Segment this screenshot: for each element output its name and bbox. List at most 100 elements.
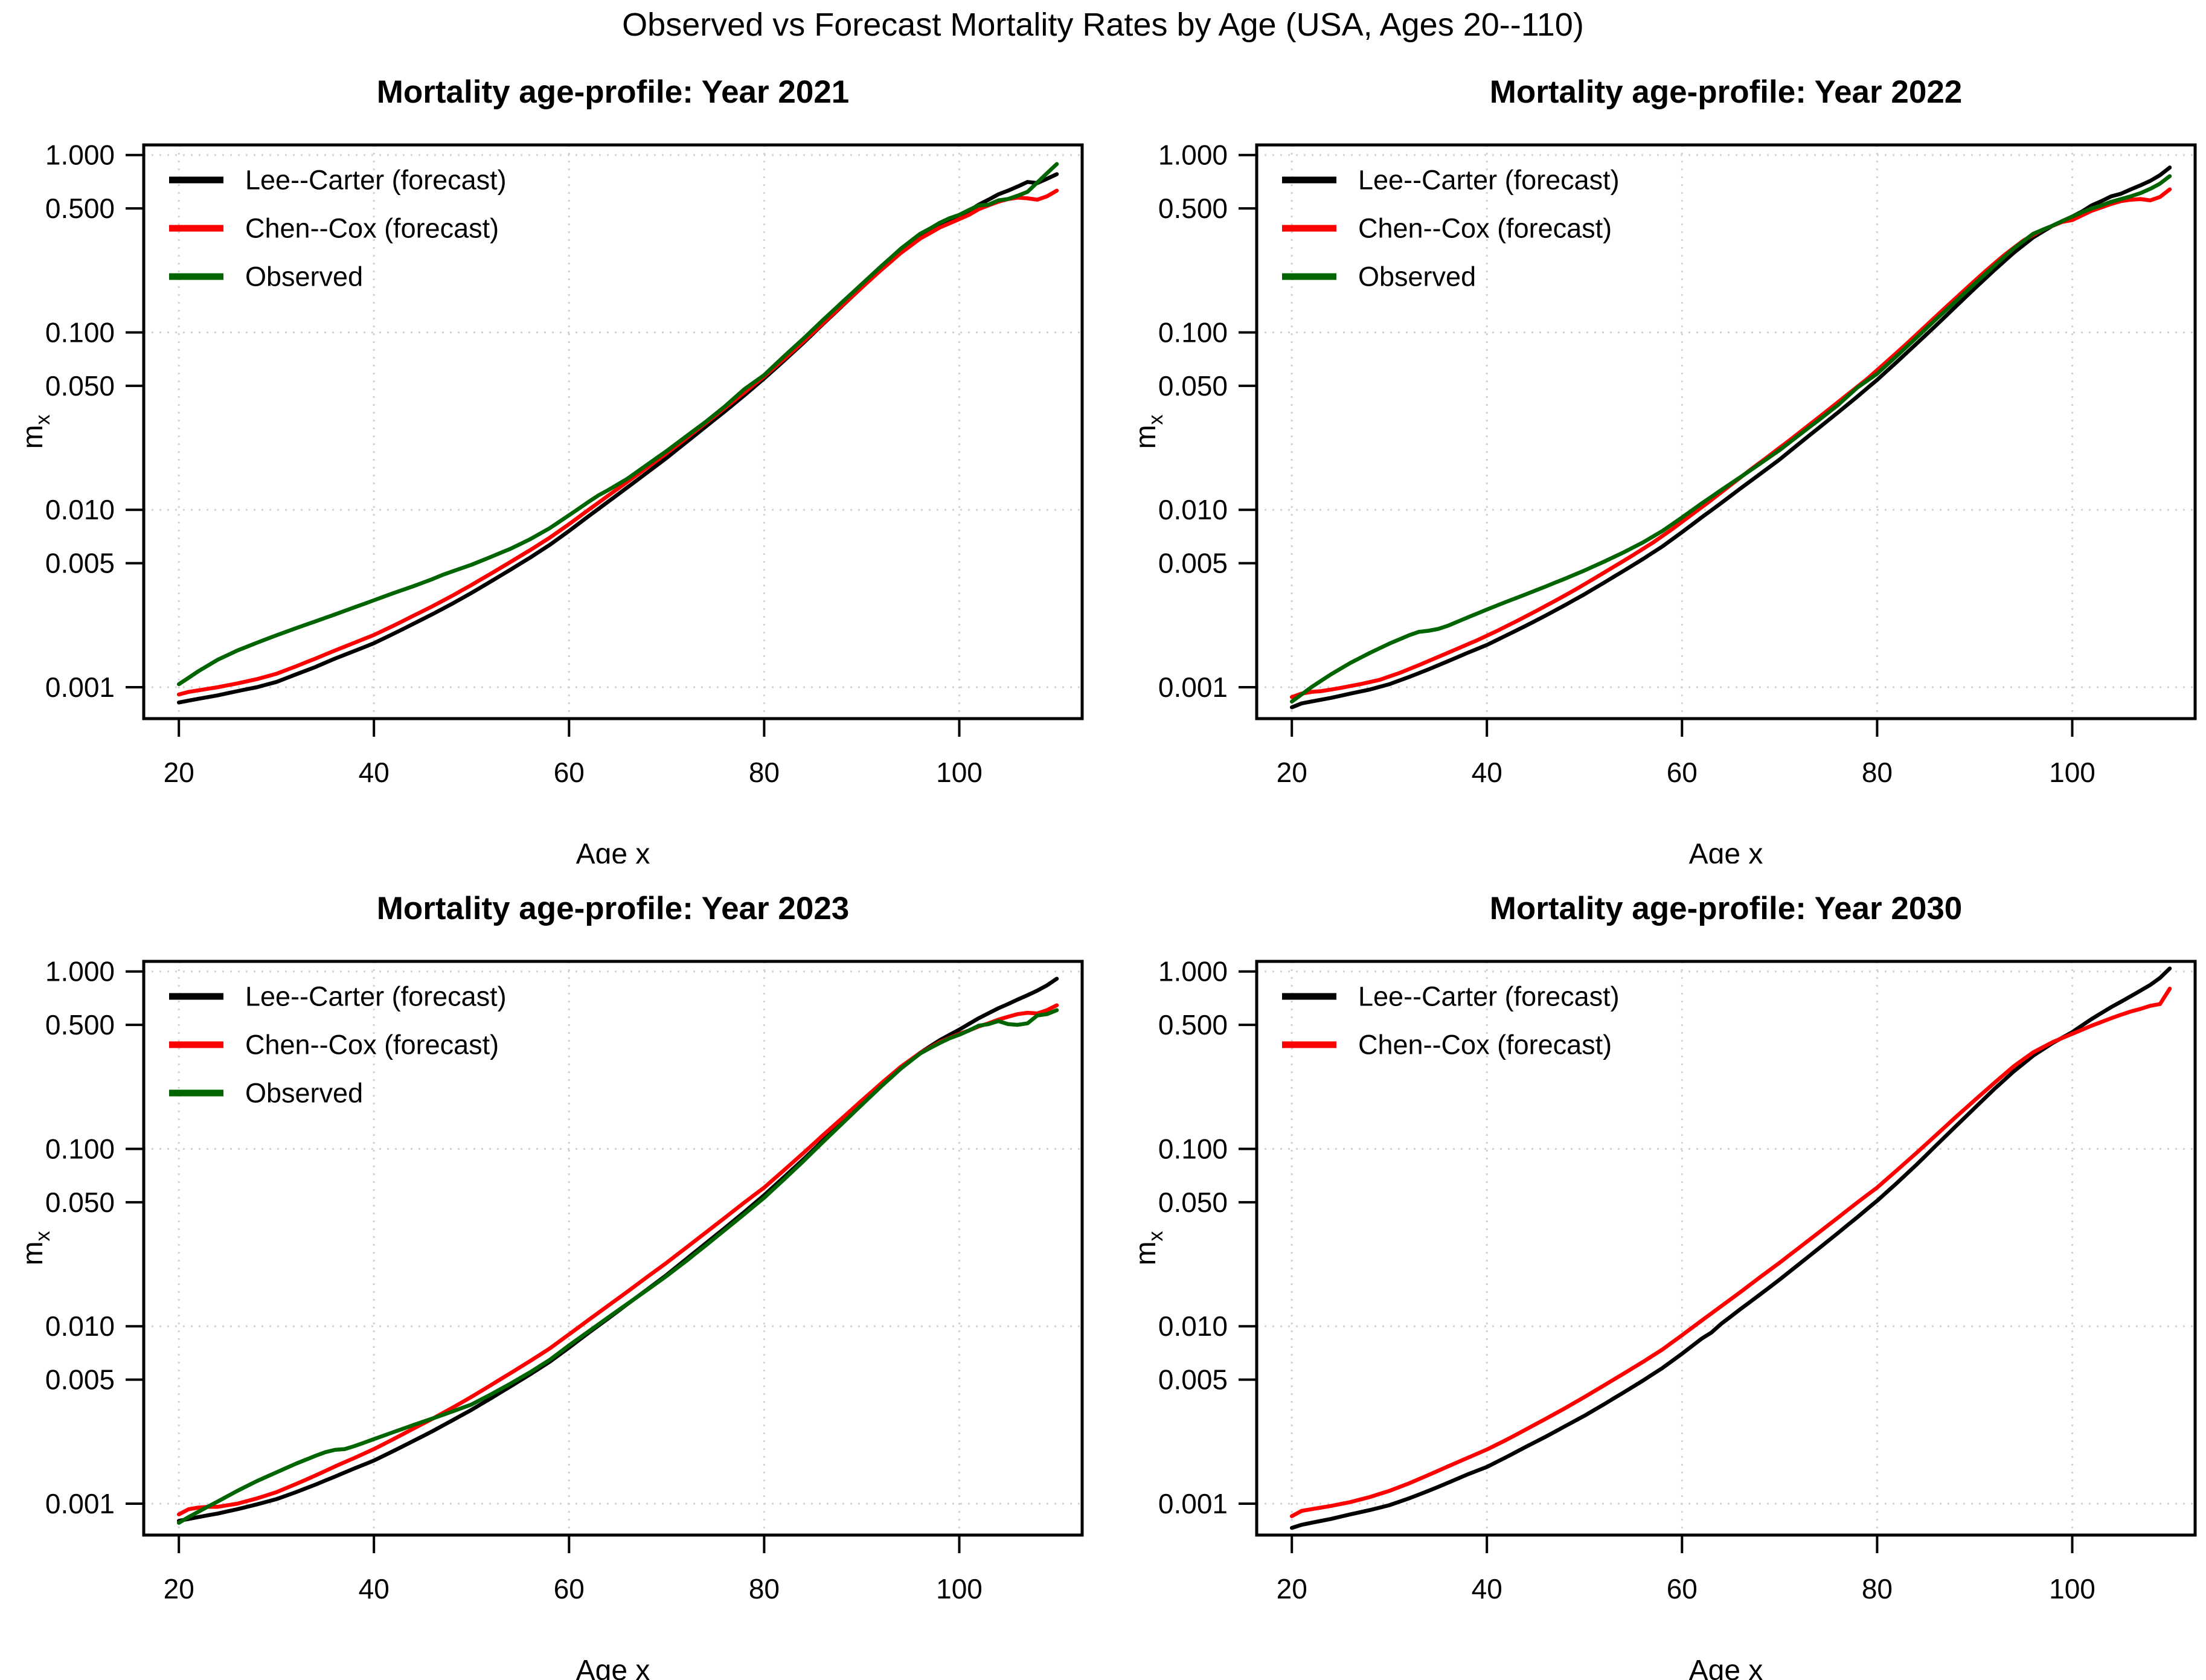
- x-tick-label: 100: [2049, 1573, 2095, 1605]
- panel-title: Mortality age-profile: Year 2030: [1490, 891, 1963, 926]
- chart-year-2021: 1.000 0.500 0.100 0.050 0.010 0.005 0.001 20 40 6…: [17, 74, 1084, 864]
- plot-border: [142, 143, 1084, 720]
- legend: Lee--Carter (forecast) Chen--Cox (forecas…: [169, 981, 507, 1109]
- x-tick-label: 60: [1667, 757, 1698, 788]
- y-tick-label: 0.500: [45, 1009, 115, 1040]
- x-tick-label: 80: [1862, 757, 1893, 788]
- x-tick-label: 60: [1667, 1573, 1698, 1605]
- y-tick-label: 0.005: [45, 1364, 115, 1396]
- axis-labels: 1.000 0.500 0.100 0.050 0.010 0.005 0.001 20 40 6…: [45, 956, 983, 1605]
- x-axis-title: Age x: [576, 1655, 650, 1680]
- x-tick-label: 20: [164, 1573, 194, 1605]
- gridlines: [1257, 145, 2195, 719]
- y-tick-label: 0.100: [45, 317, 115, 348]
- x-tick-label: 80: [1862, 1573, 1893, 1605]
- series-observed-line: [176, 1008, 1059, 1525]
- panel-title: Mortality age-profile: Year 2023: [377, 891, 850, 926]
- axis-labels: 1.000 0.500 0.100 0.050 0.010 0.005 0.001 20 40 6…: [1158, 956, 2095, 1605]
- y-axis-title: mx: [17, 415, 54, 449]
- x-tick-label: 40: [1472, 757, 1502, 788]
- x-axis-title: Age x: [1689, 838, 1763, 864]
- legend-label-lee_carter: Lee--Carter (forecast): [245, 165, 507, 196]
- gridlines: [144, 145, 1082, 719]
- y-tick-label: 0.500: [1158, 1009, 1228, 1040]
- series-observed-line: [1289, 174, 2172, 704]
- y-tick-label: 0.001: [1158, 1488, 1228, 1519]
- y-tick-label: 0.050: [45, 370, 115, 402]
- series-lee_carter-line: [1289, 966, 2172, 1530]
- y-axis-title: mx: [1130, 1231, 1167, 1266]
- y-tick-label: 0.005: [1158, 1364, 1228, 1396]
- plot-border: [1255, 143, 2197, 720]
- y-tick-label: 0.050: [45, 1187, 115, 1218]
- panel-title: Mortality age-profile: Year 2021: [377, 74, 850, 110]
- legend-label-chen_cox: Chen--Cox (forecast): [245, 213, 499, 244]
- axis-ticks: [126, 970, 961, 1553]
- y-tick-label: 0.010: [45, 1310, 115, 1342]
- legend-label-lee_carter: Lee--Carter (forecast): [245, 981, 507, 1012]
- y-tick-label: 0.005: [45, 548, 115, 579]
- plot-border: [1255, 960, 2197, 1537]
- chart-year-2030: 1.000 0.500 0.100 0.050 0.010 0.005 0.001 20 40 6…: [1130, 891, 2197, 1680]
- x-tick-label: 60: [554, 1573, 585, 1605]
- legend-label-lee_carter: Lee--Carter (forecast): [1358, 981, 1620, 1012]
- x-tick-label: 40: [1472, 1573, 1502, 1605]
- legend: Lee--Carter (forecast) Chen--Cox (forecas…: [1282, 981, 1620, 1060]
- x-tick-label: 80: [749, 757, 780, 788]
- legend: Lee--Carter (forecast) Chen--Cox (forecas…: [169, 165, 507, 292]
- y-tick-label: 0.001: [45, 672, 115, 703]
- y-tick-label: 1.000: [45, 956, 115, 987]
- legend-label-chen_cox: Chen--Cox (forecast): [245, 1030, 499, 1060]
- legend-label-observed: Observed: [1358, 261, 1476, 292]
- chart-year-2023: 1.000 0.500 0.100 0.050 0.010 0.005 0.001 20 40 6…: [17, 891, 1084, 1680]
- axis-labels: 1.000 0.500 0.100 0.050 0.010 0.005 0.001 20 40 6…: [1158, 139, 2095, 788]
- y-tick-label: 1.000: [1158, 139, 1228, 171]
- y-tick-label: 0.500: [45, 193, 115, 224]
- x-tick-label: 100: [936, 1573, 983, 1605]
- plot-border: [142, 960, 1084, 1537]
- x-tick-label: 20: [1277, 1573, 1307, 1605]
- legend: Lee--Carter (forecast) Chen--Cox (forecas…: [1282, 165, 1620, 292]
- y-tick-label: 0.010: [45, 494, 115, 525]
- x-axis-title: Age x: [576, 838, 650, 864]
- axis-ticks: [1239, 153, 2074, 737]
- gridlines: [1257, 961, 2195, 1535]
- legend-label-observed: Observed: [245, 1078, 363, 1109]
- x-tick-label: 20: [1277, 757, 1307, 788]
- axis-labels: 1.000 0.500 0.100 0.050 0.010 0.005 0.001 20 40 6…: [45, 139, 983, 788]
- series-chen_cox-line: [176, 188, 1059, 697]
- main-title: Observed vs Forecast Mortality Rates by …: [622, 7, 1584, 43]
- y-tick-label: 0.001: [45, 1488, 115, 1519]
- y-tick-label: 0.001: [1158, 672, 1228, 703]
- panel-year-2021: 1.000 0.500 0.100 0.050 0.010 0.005 0.001 20 40 6…: [0, 0, 1095, 864]
- series-chen_cox-line: [1289, 986, 2172, 1518]
- y-tick-label: 0.100: [45, 1133, 115, 1165]
- legend-label-chen_cox: Chen--Cox (forecast): [1358, 1030, 1612, 1060]
- axis-ticks: [1239, 970, 2074, 1553]
- series-lee_carter-line: [1289, 165, 2172, 710]
- legend-label-chen_cox: Chen--Cox (forecast): [1358, 213, 1612, 244]
- x-tick-label: 80: [749, 1573, 780, 1605]
- y-tick-label: 0.005: [1158, 548, 1228, 579]
- y-tick-label: 0.050: [1158, 1187, 1228, 1218]
- panel-year-2030: 1.000 0.500 0.100 0.050 0.010 0.005 0.001 20 40 6…: [1113, 816, 2206, 1680]
- legend-label-observed: Observed: [245, 261, 363, 292]
- x-tick-label: 20: [164, 757, 194, 788]
- panel-year-2023: 1.000 0.500 0.100 0.050 0.010 0.005 0.001 20 40 6…: [0, 816, 1095, 1680]
- y-tick-label: 0.500: [1158, 193, 1228, 224]
- chart-year-2022: 1.000 0.500 0.100 0.050 0.010 0.005 0.001 20 40 6…: [1130, 74, 2197, 864]
- y-tick-label: 0.100: [1158, 317, 1228, 348]
- series-observed-line: [176, 162, 1059, 687]
- panel-title: Mortality age-profile: Year 2022: [1490, 74, 1963, 110]
- gridlines: [144, 961, 1082, 1535]
- x-tick-label: 40: [359, 1573, 390, 1605]
- x-tick-label: 40: [359, 757, 390, 788]
- y-tick-label: 1.000: [45, 139, 115, 171]
- y-tick-label: 0.010: [1158, 494, 1228, 525]
- x-axis-title: Age x: [1689, 1655, 1763, 1680]
- axis-ticks: [126, 153, 961, 737]
- y-axis-title: mx: [1130, 415, 1167, 449]
- legend-label-lee_carter: Lee--Carter (forecast): [1358, 165, 1620, 196]
- panel-year-2022: 1.000 0.500 0.100 0.050 0.010 0.005 0.001 20 40 6…: [1113, 0, 2206, 864]
